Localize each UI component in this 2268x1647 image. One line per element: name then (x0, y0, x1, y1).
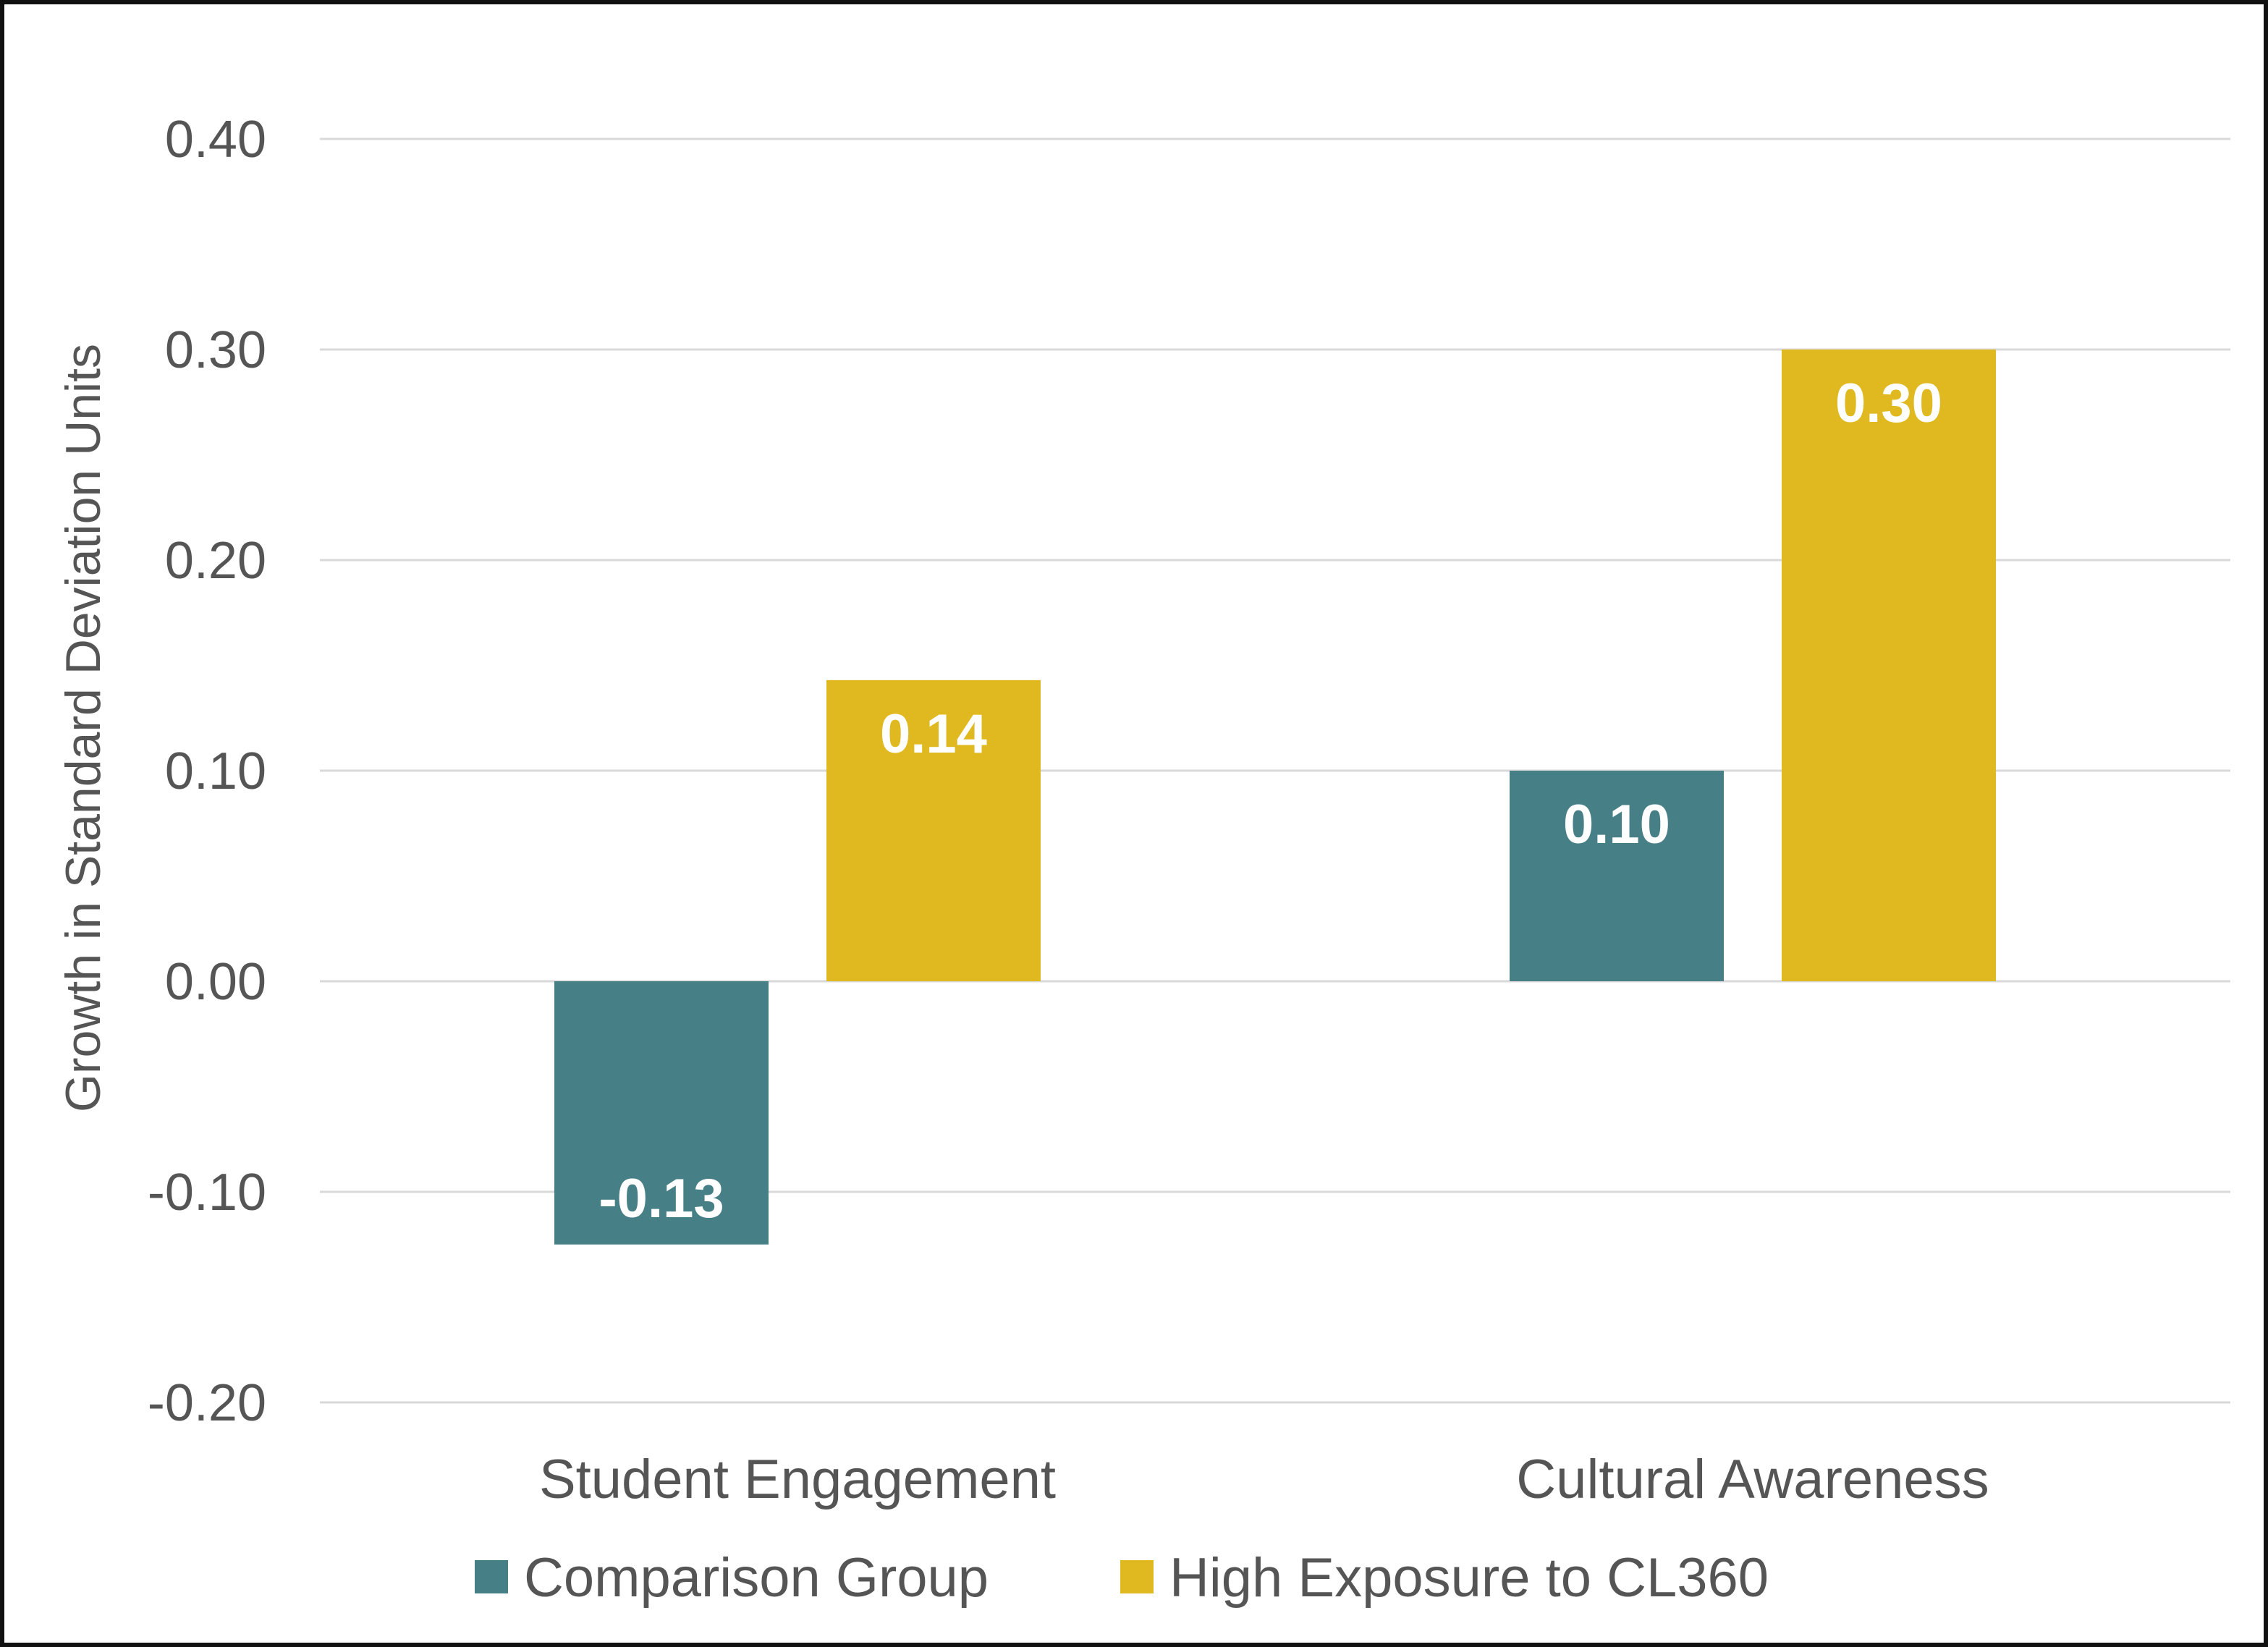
bar-data-label: 0.30 (1835, 373, 1942, 434)
legend-swatch (475, 1560, 508, 1593)
y-tick-label: 0.30 (165, 321, 266, 379)
legend-item: High Exposure to CL360 (1120, 1547, 1769, 1609)
bars (554, 350, 1996, 1245)
bar-data-label: 0.10 (1563, 794, 1670, 855)
bar-data-label: 0.14 (880, 703, 987, 765)
legend: Comparison Group High Exposure to CL360 (475, 1547, 1769, 1609)
bar (826, 679, 1041, 981)
y-tick-label: -0.20 (148, 1374, 266, 1432)
y-tick-label: -0.10 (148, 1164, 266, 1222)
legend-swatch (1120, 1560, 1154, 1593)
legend-item: Comparison Group (475, 1547, 989, 1609)
x-category-label: Student Engagement (539, 1449, 1056, 1510)
y-axis-title: Growth in Standard Deviation Units (56, 344, 111, 1112)
y-tick-label: 0.40 (165, 111, 266, 169)
x-category-label: Cultural Awareness (1516, 1449, 1989, 1510)
legend-label: Comparison Group (524, 1547, 989, 1609)
bar (1782, 350, 1996, 981)
y-tick-label: 0.00 (165, 953, 266, 1011)
y-axis-ticks: -0.20 -0.10 0.00 0.10 0.20 0.30 0.40 (148, 111, 266, 1432)
y-tick-label: 0.10 (165, 742, 266, 800)
legend-label: High Exposure to CL360 (1169, 1547, 1769, 1609)
bar (554, 981, 769, 1245)
x-axis-categories: Student Engagement Cultural Awareness (539, 1449, 1989, 1510)
bar (1510, 771, 1724, 981)
bar-data-label: -0.13 (598, 1168, 724, 1229)
y-tick-label: 0.20 (165, 532, 266, 590)
bar-data-labels: -0.13 0.14 0.10 0.30 (598, 373, 1942, 1229)
